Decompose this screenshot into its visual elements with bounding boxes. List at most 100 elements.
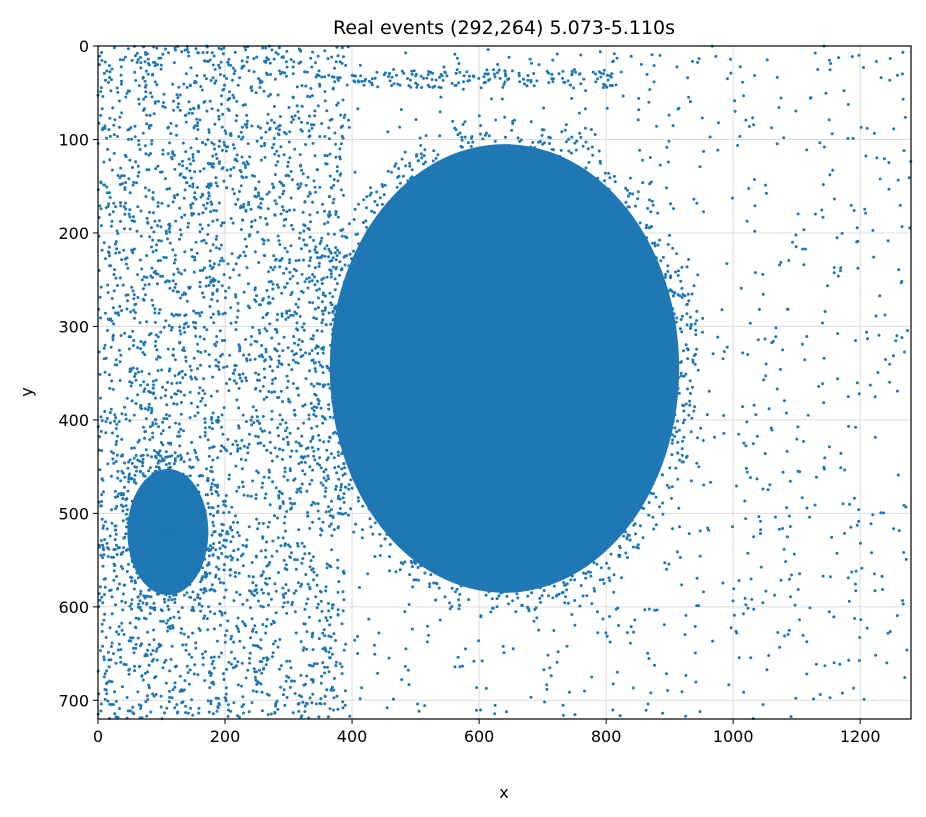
data-point (173, 196, 177, 200)
data-point (210, 421, 214, 425)
data-point (519, 146, 523, 150)
data-point (137, 617, 141, 621)
data-point (202, 377, 206, 381)
data-point (340, 420, 344, 424)
data-point (353, 207, 357, 211)
data-point (127, 460, 131, 464)
data-point (171, 200, 175, 204)
data-point (162, 549, 166, 553)
data-point (464, 647, 467, 651)
data-point (194, 334, 198, 338)
dense-event-cluster (329, 144, 680, 593)
data-point (133, 135, 137, 139)
data-point (440, 74, 444, 78)
data-point (266, 112, 270, 116)
data-point (398, 202, 402, 206)
data-point (178, 586, 181, 590)
data-point (262, 667, 265, 671)
data-point (261, 623, 265, 626)
data-point (397, 174, 401, 178)
data-point (302, 421, 305, 425)
data-point (327, 505, 330, 509)
data-point (331, 86, 335, 90)
data-point (110, 379, 114, 383)
data-point (177, 102, 181, 106)
data-point (229, 167, 233, 171)
data-point (338, 273, 341, 277)
data-point (259, 197, 263, 200)
data-point (430, 78, 434, 81)
data-point (668, 370, 672, 373)
data-point (131, 705, 135, 709)
data-point (137, 84, 141, 88)
data-point (198, 435, 202, 439)
data-point (180, 488, 184, 492)
data-point (306, 511, 310, 514)
data-point (369, 479, 373, 483)
data-point (142, 275, 146, 279)
data-point (197, 490, 201, 494)
chart-title: Real events (292,264) 5.073-5.110s (333, 17, 675, 39)
data-point (126, 299, 129, 303)
data-point (783, 634, 787, 638)
data-point (250, 617, 254, 621)
data-point (176, 434, 180, 438)
data-point (342, 500, 346, 504)
data-point (187, 652, 191, 656)
data-point (124, 201, 128, 205)
data-point (192, 159, 196, 163)
data-point (252, 667, 256, 671)
data-point (419, 152, 423, 156)
data-point (185, 181, 189, 185)
data-point (156, 201, 160, 205)
data-point (602, 179, 606, 183)
data-point (127, 89, 131, 93)
data-point (249, 494, 253, 498)
data-point (251, 325, 255, 329)
data-point (305, 489, 309, 493)
data-point (520, 576, 524, 580)
data-point (343, 113, 347, 117)
data-point (456, 566, 460, 569)
data-point (649, 463, 653, 467)
data-point (225, 667, 229, 671)
data-point (223, 640, 227, 644)
data-point (511, 122, 515, 125)
data-points (96, 44, 913, 721)
data-point (302, 322, 306, 326)
data-point (462, 151, 466, 155)
data-point (132, 180, 136, 184)
data-point (157, 509, 161, 513)
data-point (141, 425, 145, 429)
data-point (608, 535, 612, 539)
data-point (610, 194, 614, 198)
data-point (634, 253, 638, 257)
data-point (500, 478, 504, 482)
data-point (529, 145, 533, 149)
data-point (257, 681, 261, 685)
data-point (200, 311, 204, 314)
data-point (677, 391, 681, 395)
data-point (312, 413, 316, 416)
data-point (192, 558, 196, 562)
data-point (328, 174, 332, 178)
data-point (175, 482, 179, 486)
data-point (209, 394, 213, 398)
data-point (119, 655, 122, 659)
data-point (130, 219, 134, 223)
data-point (214, 209, 218, 213)
data-point (517, 74, 521, 78)
data-point (157, 505, 161, 509)
data-point (188, 83, 192, 87)
data-point (113, 118, 117, 122)
data-point (191, 590, 195, 594)
data-point (190, 255, 194, 259)
data-point (211, 458, 215, 462)
data-point (184, 711, 187, 715)
data-point (208, 446, 212, 450)
data-point (634, 204, 637, 208)
data-point (183, 373, 187, 377)
data-point (741, 612, 745, 616)
data-point (246, 282, 250, 286)
data-point (326, 602, 330, 605)
